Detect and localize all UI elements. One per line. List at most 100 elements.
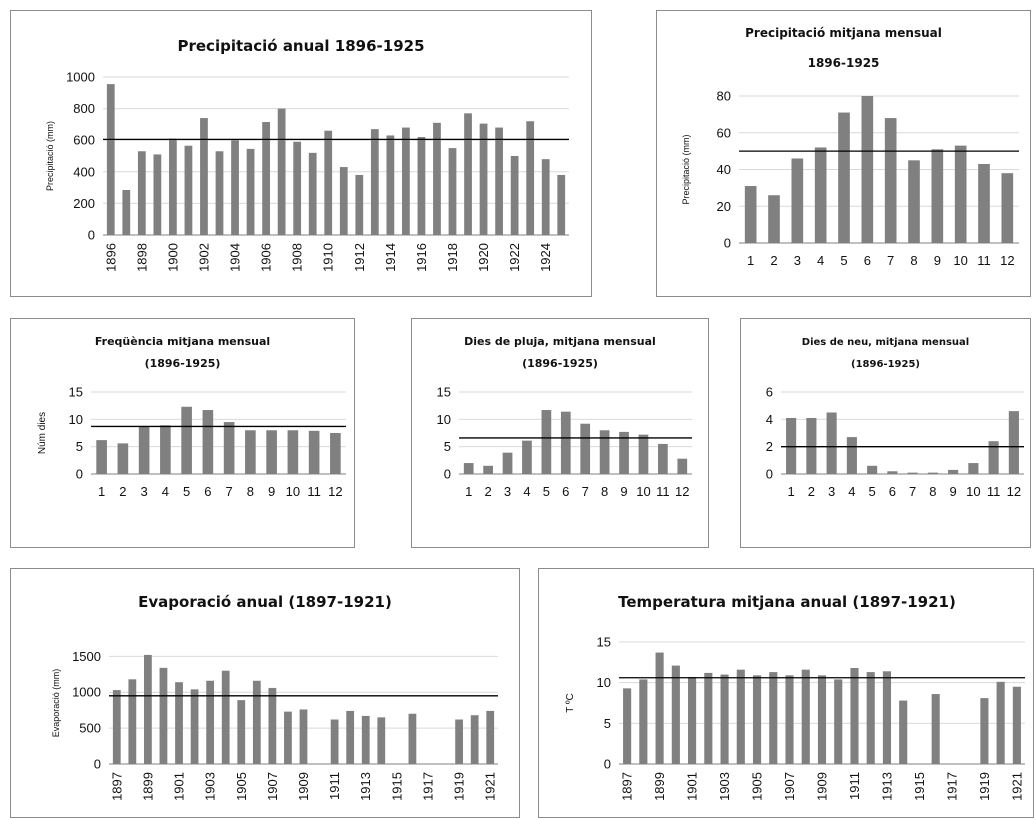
x-tick-label: 1914 (383, 243, 398, 272)
bar-1897 (623, 688, 632, 764)
x-tick-label: 1909 (296, 772, 311, 801)
x-tick-label: 1906 (259, 243, 274, 272)
x-tick-label: 1915 (912, 772, 927, 801)
bar-1913 (361, 715, 370, 764)
y-tick-label: 600 (73, 133, 95, 148)
chart-title-line: Precipitació anual 1896-1925 (177, 37, 424, 55)
x-tick-label: 1920 (476, 243, 491, 272)
bar-1914 (386, 135, 395, 235)
x-tick-label: 2 (485, 484, 492, 499)
x-tick-label: 1901 (685, 772, 700, 801)
x-tick-label: 4 (848, 484, 855, 499)
bar-10 (954, 145, 967, 243)
bar-1911 (330, 719, 339, 764)
x-tick-label: 1913 (358, 772, 373, 801)
bar-1908 (801, 669, 810, 764)
bar-8 (927, 472, 938, 474)
x-tick-label: 1921 (1009, 772, 1024, 801)
x-tick-label: 9 (950, 484, 957, 499)
x-tick-label: 1900 (165, 243, 180, 272)
y-axis-label: Núm dies (37, 412, 48, 454)
bar-1911 (850, 668, 859, 764)
bar-1902 (200, 118, 208, 235)
x-tick-label: 1913 (879, 772, 894, 801)
bar-1913 (370, 129, 379, 235)
x-tick-label: 1907 (782, 772, 797, 801)
bar-1904 (736, 669, 745, 764)
bar-11 (308, 430, 320, 474)
bar-5 (838, 112, 850, 243)
y-tick-label: 15 (69, 385, 83, 400)
bar-1898 (137, 151, 146, 235)
bar-1910 (834, 679, 843, 764)
x-tick-label: 1907 (265, 772, 280, 801)
y-axis-label: Precipitació (mm) (45, 121, 55, 191)
bar-2 (806, 417, 817, 474)
chart-dies-neu: Dies de neu, mitjana mensual (1896-1925) 0… (766, 337, 1024, 499)
bar-1908 (284, 711, 292, 764)
x-tick-label: 9 (620, 484, 627, 499)
x-tick-label: 3 (504, 484, 511, 499)
x-tick-label: 11 (656, 484, 670, 499)
bar-1916 (417, 137, 426, 235)
x-tick-label: 6 (864, 253, 871, 268)
x-tick-label: 7 (582, 484, 589, 499)
y-tick-label: 0 (76, 467, 83, 482)
bar-12 (1001, 173, 1014, 243)
y-axis-label: Evaporació (mm) (51, 669, 61, 738)
bar-1907 (268, 687, 277, 764)
chart-precipitacio-mensual: Precipitació mitjana mensual 1896-1925 0 20… (681, 26, 1019, 268)
bar-4 (814, 147, 827, 243)
bar-1919 (980, 698, 989, 764)
x-tick-label: 3 (828, 484, 835, 499)
bar-1920 (996, 681, 1005, 764)
y-tick-label: 500 (79, 721, 101, 736)
bar-1903 (206, 680, 215, 764)
bar-1903 (720, 674, 729, 764)
y-axis-label: Precipitació (mm) (681, 134, 691, 204)
bar-11 (988, 441, 999, 474)
x-tick-label: 2 (119, 484, 126, 499)
x-tick-label: 11 (987, 484, 1001, 499)
bar-1898 (128, 679, 137, 764)
y-axis-label: T ºC (565, 693, 576, 713)
x-tick-label: 4 (523, 484, 530, 499)
bar-1921 (495, 127, 503, 235)
chart-frequencia-mensual: Freqüència mitjana mensual (1896-1925) 0 5 1… (37, 335, 346, 499)
bar-1 (96, 440, 107, 474)
y-tick-label: 400 (73, 164, 95, 179)
x-tick-label: 3 (141, 484, 148, 499)
y-tick-label: 5 (444, 439, 451, 454)
bar-6 (560, 411, 571, 474)
y-tick-label: 10 (437, 412, 451, 427)
bar-1899 (144, 654, 152, 764)
chart-title-line: (1896-1925) (145, 357, 221, 370)
bar-12 (1008, 411, 1019, 474)
x-tick-label: 1908 (290, 243, 305, 272)
bar-1919 (455, 719, 463, 764)
y-tick-label: 40 (717, 162, 731, 177)
x-tick-label: 1 (788, 484, 795, 499)
y-tick-label: 10 (69, 412, 83, 427)
chart-panel-dies-neu: Dies de neu, mitjana mensual (1896-1925) 0… (740, 318, 1031, 548)
bar-1902 (704, 672, 713, 764)
x-tick-label: 1911 (847, 772, 862, 800)
chart-dies-pluja: Dies de pluja, mitjana mensual (1896-1925… (437, 335, 692, 499)
x-tick-label: 1917 (420, 772, 435, 801)
x-tick-label: 12 (675, 484, 689, 499)
y-tick-label: 0 (724, 236, 731, 251)
chart-panel-frequencia-mensual: Freqüència mitjana mensual (1896-1925) 0 5 1… (10, 318, 355, 548)
bar-1919 (464, 113, 472, 235)
bar-10 (638, 434, 649, 474)
x-tick-label: 8 (929, 484, 936, 499)
bar-6 (887, 471, 898, 474)
bar-3 (826, 412, 837, 474)
chart-title-line: (1896-1925) (851, 359, 920, 370)
x-tick-label: 8 (910, 253, 917, 268)
x-tick-label: 6 (562, 484, 569, 499)
x-tick-label: 1909 (815, 772, 830, 801)
bar-1900 (169, 138, 177, 235)
bar-2 (117, 443, 129, 474)
chart-precipitacio-anual: Precipitació anual 1896-1925 0 200 400 600 80… (45, 37, 569, 272)
x-tick-label: 10 (286, 484, 300, 499)
